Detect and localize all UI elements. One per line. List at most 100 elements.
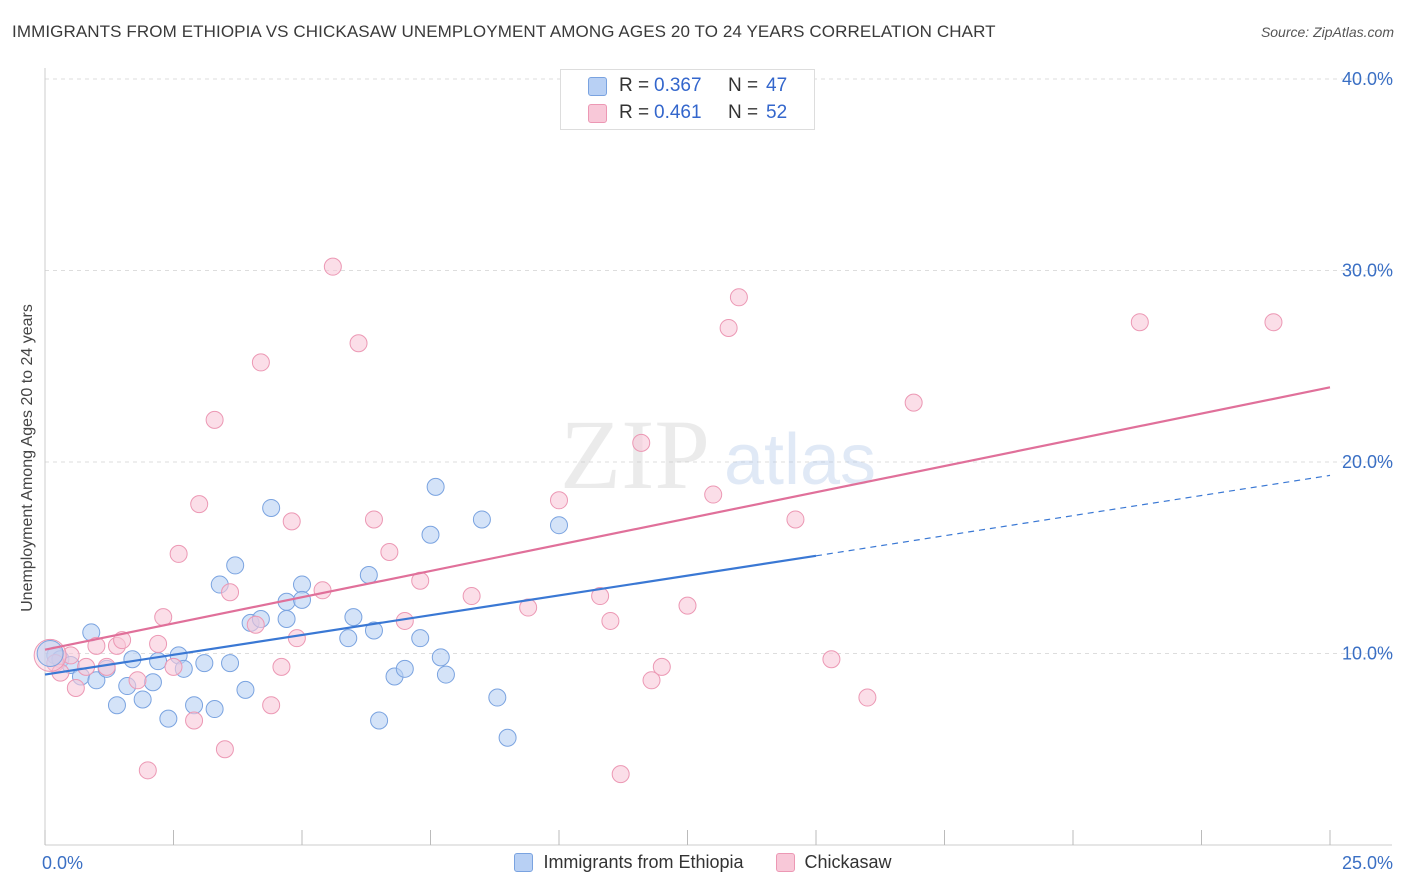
ethiopia-point: [370, 711, 389, 730]
correlation-legend: R = 0.367 N = 47 R = 0.461 N = 52: [560, 69, 815, 130]
legend-item-ethiopia[interactable]: Immigrants from Ethiopia: [514, 852, 744, 873]
chickasaw-point: [652, 657, 671, 676]
ethiopia-point: [395, 659, 414, 678]
ethiopia-point: [344, 608, 363, 627]
chickasaw-point: [251, 353, 270, 372]
legend-r-label: R =: [619, 102, 650, 123]
ethiopia-point: [159, 709, 178, 728]
y-tick-label: 20.0%: [1342, 452, 1393, 472]
legend-r-value: 0.461: [654, 102, 702, 123]
chickasaw-point: [287, 629, 306, 648]
ethiopia-point: [498, 728, 517, 747]
ethiopia-point: [293, 575, 311, 594]
ethiopia-point: [226, 556, 245, 575]
ethiopia-point: [236, 680, 255, 699]
ethiopia-point: [293, 590, 311, 609]
ethiopia-point: [221, 654, 240, 673]
legend-n-value: 52: [766, 102, 788, 123]
chickasaw-point: [87, 636, 106, 655]
legend-swatch-pink: [588, 103, 607, 123]
chickasaw-point: [313, 581, 332, 600]
ethiopia-point: [87, 671, 106, 690]
chickasaw-point: [205, 410, 224, 429]
legend-r-value: 0.367: [654, 75, 702, 96]
chickasaw-point: [601, 611, 620, 630]
chickasaw-point: [678, 596, 697, 615]
chickasaw-point: [185, 711, 204, 730]
chickasaw-point: [138, 761, 157, 780]
ethiopia-point: [185, 696, 204, 715]
watermark: ZIP atlas: [560, 399, 876, 510]
gridlines: [45, 78, 1392, 654]
chickasaw-point: [282, 512, 301, 531]
chickasaw-point: [786, 510, 805, 529]
chickasaw-point: [262, 696, 281, 715]
trend-lines: [44, 386, 1331, 676]
chickasaw-point: [822, 650, 841, 669]
ethiopia-point: [107, 696, 126, 715]
ethiopia-point: [36, 640, 64, 667]
chickasaw-point: [591, 587, 610, 606]
chickasaw-point: [66, 678, 85, 697]
legend-item-chickasaw[interactable]: Chickasaw: [775, 852, 892, 873]
x-tick-label: 25.0%: [1342, 853, 1393, 873]
scatter-points: [33, 257, 1283, 784]
chickasaw-point: [246, 615, 265, 634]
ethiopia-point: [411, 629, 430, 648]
chickasaw-point: [169, 544, 188, 563]
legend-r-label: R =: [619, 75, 650, 96]
legend-n-label: N =: [728, 75, 759, 96]
watermark-zip: ZIP: [560, 399, 710, 510]
chickasaw-point: [858, 688, 877, 707]
chickasaw-point: [904, 393, 923, 412]
chickasaw-point: [323, 257, 342, 276]
ethiopia-point: [195, 654, 214, 673]
chickasaw-point: [221, 583, 240, 602]
chickasaw-point: [642, 671, 661, 690]
chickasaw-point: [550, 491, 568, 510]
ethiopia-trend-line: [44, 554, 817, 676]
ethiopia-point: [359, 565, 378, 584]
series-legend: Immigrants from Ethiopia Chickasaw: [0, 852, 1406, 873]
chickasaw-point: [519, 598, 538, 617]
ethiopia-point: [431, 648, 450, 667]
chickasaw-point: [164, 657, 183, 676]
legend-swatch-pink: [775, 853, 795, 872]
chickasaw-point: [349, 334, 368, 353]
chickasaw-point: [462, 587, 481, 606]
axes: [44, 68, 1392, 846]
ethiopia-point: [488, 688, 507, 707]
chickasaw-point: [611, 765, 630, 784]
watermark-atlas: atlas: [724, 420, 876, 500]
legend-n-label: N =: [728, 102, 759, 123]
ethiopia-point: [364, 621, 383, 640]
chickasaw-point: [719, 318, 738, 337]
source-label: Source: ZipAtlas.com: [1260, 24, 1394, 40]
ethiopia-point: [472, 510, 491, 529]
y-tick-label: 30.0%: [1342, 261, 1393, 281]
chickasaw-point: [154, 608, 173, 627]
ethiopia-point: [277, 610, 296, 629]
ethiopia-point: [436, 665, 455, 684]
legend-swatch-blue: [514, 853, 534, 872]
chickasaw-trend-line: [44, 386, 1331, 651]
tick-labels: 10.0% 20.0% 30.0% 40.0% 0.0% 25.0%: [42, 69, 1393, 873]
chickasaw-point: [190, 495, 209, 514]
ethiopia-point: [262, 498, 281, 517]
ethiopia-point: [550, 516, 568, 535]
ethiopia-point: [426, 477, 445, 496]
chart-title: IMMIGRANTS FROM ETHIOPIA VS CHICKASAW UN…: [12, 22, 996, 41]
ethiopia-point: [143, 673, 162, 692]
legend-label: Chickasaw: [804, 852, 892, 872]
chickasaw-point: [729, 288, 748, 307]
chickasaw-point: [272, 657, 291, 676]
chickasaw-point: [1264, 313, 1283, 332]
chickasaw-point: [704, 485, 723, 504]
legend-label: Immigrants from Ethiopia: [543, 852, 744, 872]
x-tick-label: 0.0%: [42, 853, 83, 873]
y-tick-label: 40.0%: [1342, 69, 1393, 89]
legend-n-value: 47: [766, 75, 788, 96]
chickasaw-point: [1130, 313, 1149, 332]
chickasaw-point: [380, 543, 399, 562]
